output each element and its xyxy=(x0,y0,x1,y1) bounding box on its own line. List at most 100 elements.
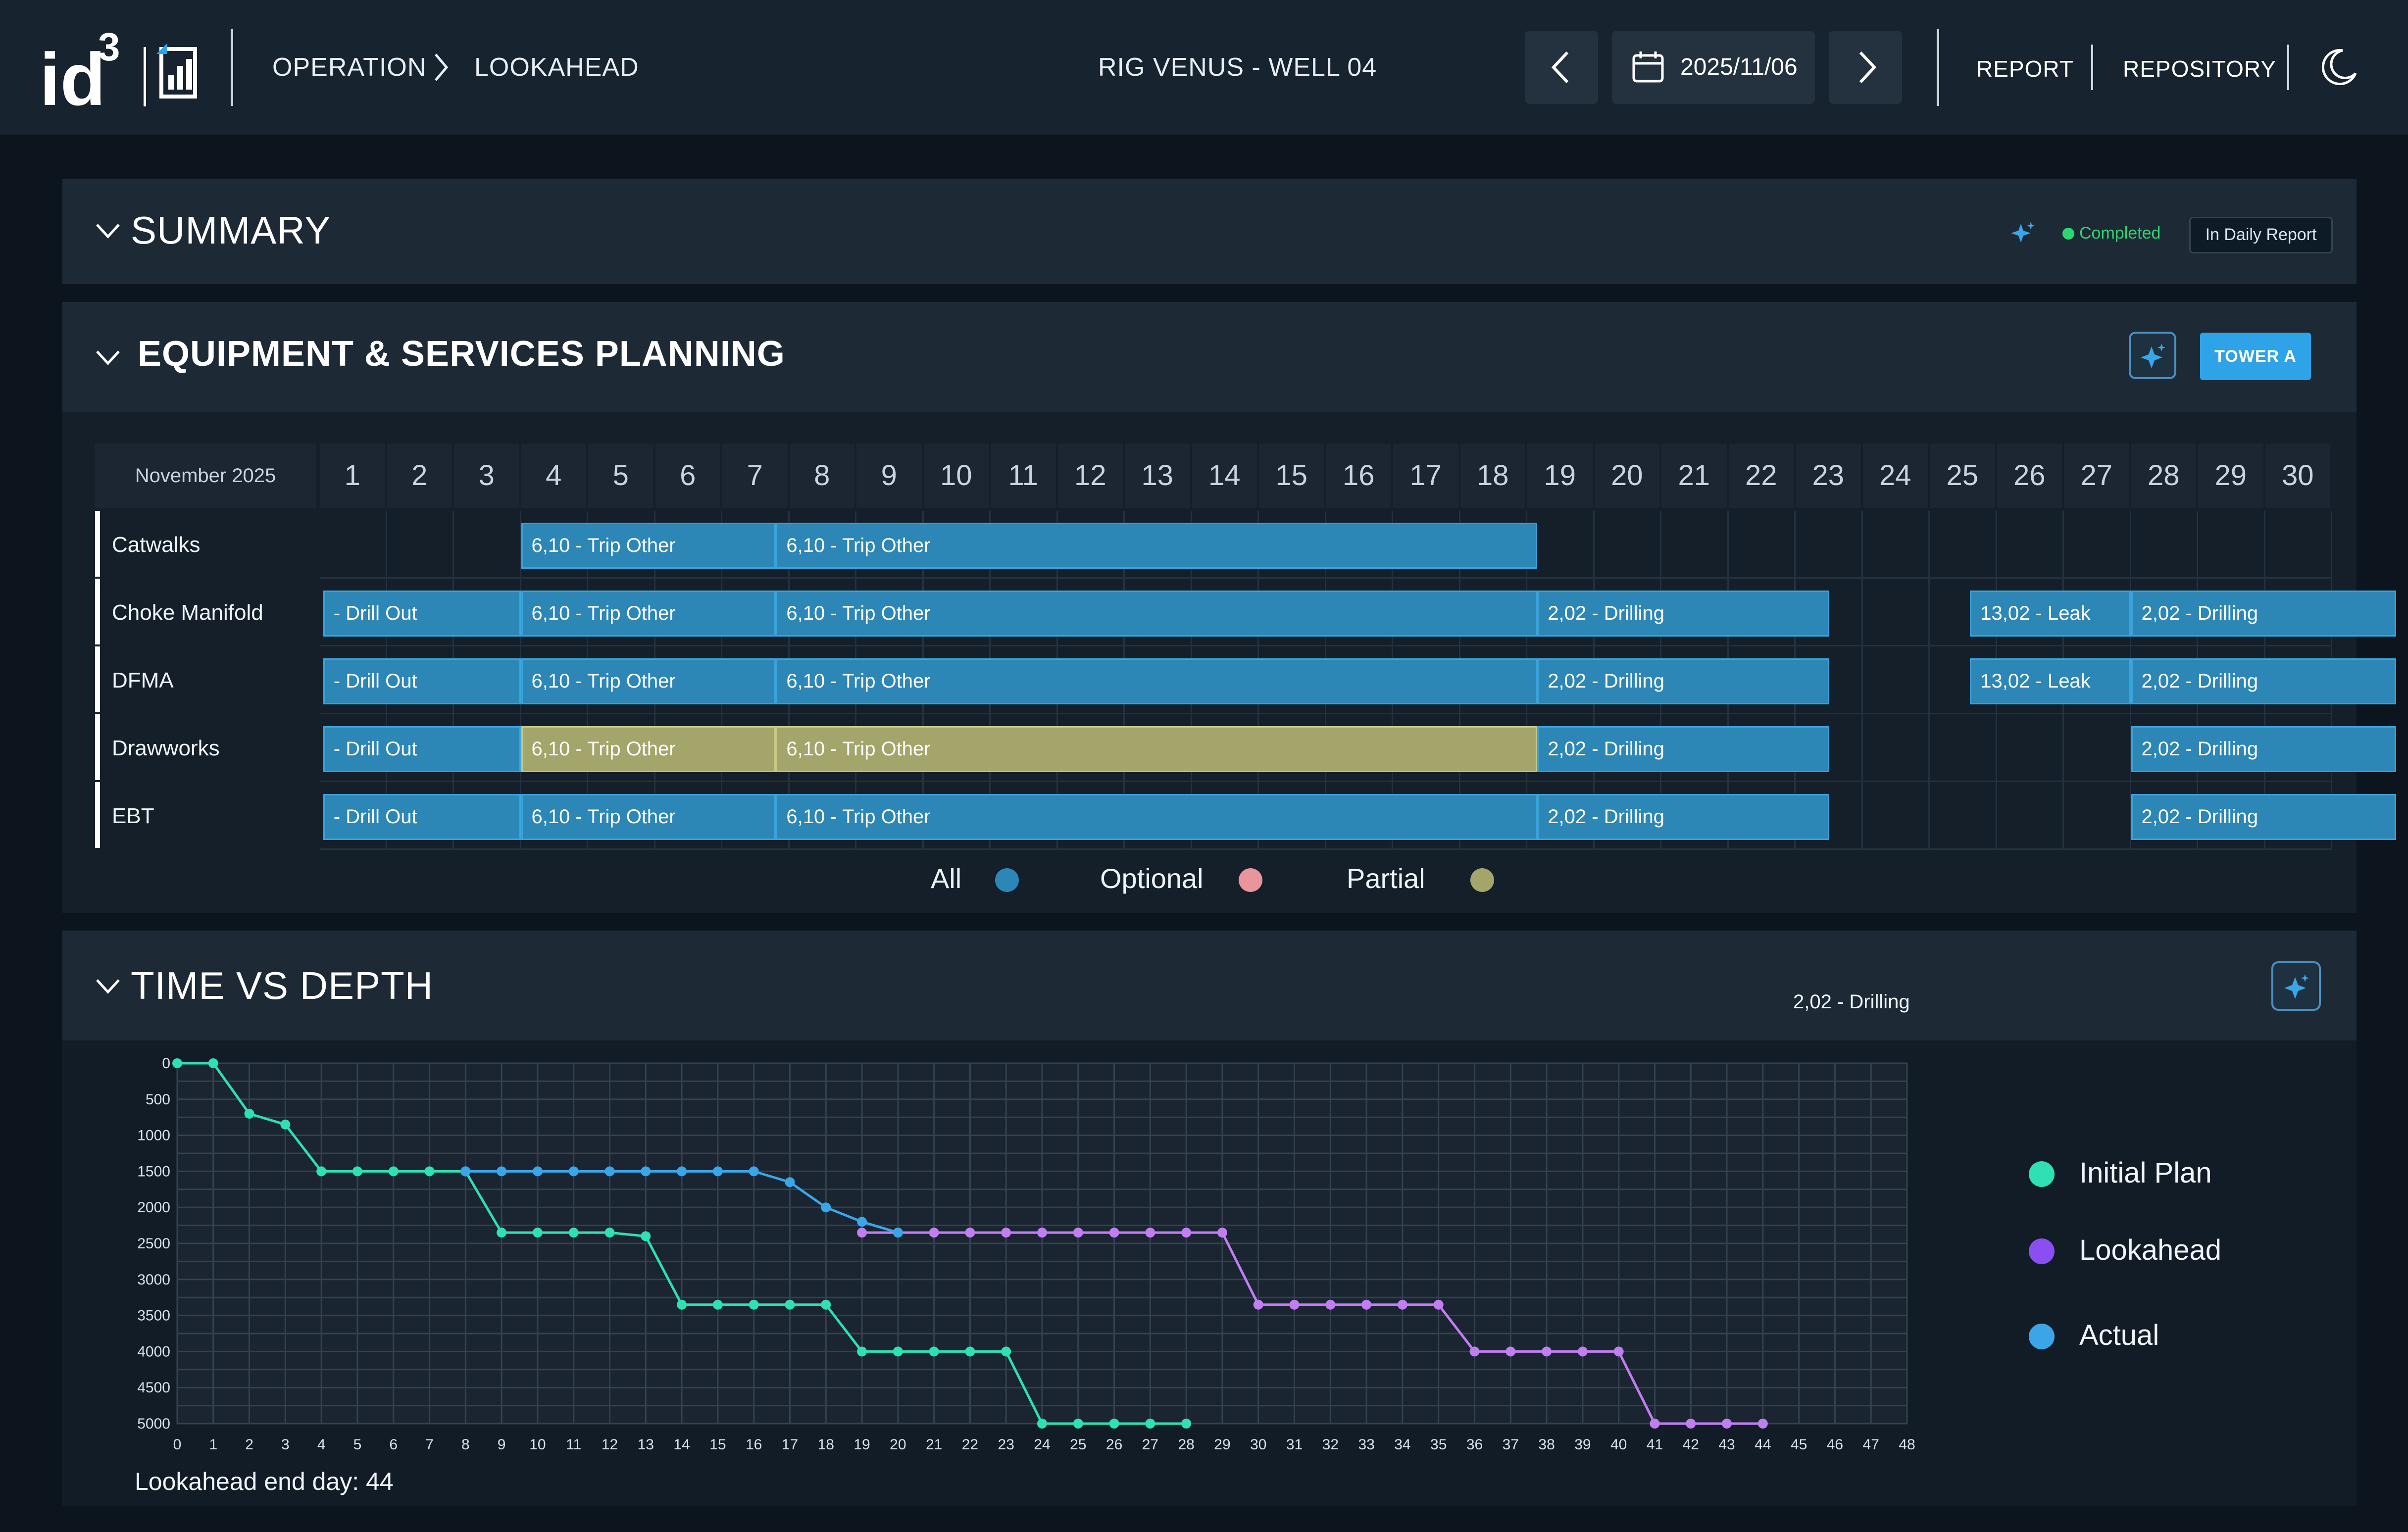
data-point[interactable] xyxy=(1217,1228,1227,1238)
gantt-cell[interactable] xyxy=(1862,511,1930,579)
data-point[interactable] xyxy=(1253,1299,1263,1310)
data-point[interactable] xyxy=(1469,1346,1480,1357)
gantt-cell[interactable] xyxy=(2064,782,2131,850)
data-point[interactable] xyxy=(857,1346,867,1357)
gantt-cell[interactable] xyxy=(1862,579,1930,646)
data-point[interactable] xyxy=(1181,1419,1192,1429)
tower-selector-button[interactable]: TOWER A xyxy=(2200,333,2311,380)
gantt-cell[interactable] xyxy=(1997,714,2064,782)
gantt-cell[interactable] xyxy=(1862,646,1930,714)
data-point[interactable] xyxy=(749,1299,759,1310)
gantt-cell[interactable] xyxy=(1796,579,1863,646)
gantt-activity-bar[interactable]: 13,02 - Leak xyxy=(1970,591,2131,637)
data-point[interactable] xyxy=(352,1166,362,1177)
data-point[interactable] xyxy=(1109,1228,1119,1238)
gantt-activity-bar[interactable]: - Drill Out xyxy=(323,591,521,637)
gantt-activity-bar[interactable]: 2,02 - Drilling xyxy=(2131,794,2396,840)
report-link[interactable]: REPORT xyxy=(1976,56,2074,82)
gantt-cell[interactable] xyxy=(454,511,521,579)
ai-assist-button[interactable] xyxy=(2129,332,2176,379)
gantt-activity-bar[interactable]: 6,10 - Trip Other xyxy=(521,794,776,840)
data-point[interactable] xyxy=(1001,1228,1011,1238)
data-point[interactable] xyxy=(1001,1346,1011,1357)
data-point[interactable] xyxy=(1686,1419,1696,1429)
gantt-activity-bar[interactable]: 6,10 - Trip Other xyxy=(776,523,1538,569)
time-depth-chart[interactable]: 0 1 2 3 4 5 6 7 8 9 10 11 12 13 14 15 16 17 18 19 20 21 22 23 24… xyxy=(62,1040,1993,1461)
data-point[interactable] xyxy=(1037,1228,1047,1238)
data-point[interactable] xyxy=(929,1228,939,1238)
gantt-cell[interactable] xyxy=(1661,511,1729,579)
data-point[interactable] xyxy=(1505,1346,1516,1357)
data-point[interactable] xyxy=(497,1228,507,1238)
data-point[interactable] xyxy=(1361,1299,1372,1310)
data-point[interactable] xyxy=(641,1166,651,1177)
gantt-activity-bar[interactable]: 6,10 - Trip Other xyxy=(521,726,776,772)
repository-link[interactable]: REPOSITORY xyxy=(2123,56,2276,82)
data-point[interactable] xyxy=(785,1177,795,1187)
data-point[interactable] xyxy=(821,1299,831,1310)
gantt-activity-bar[interactable]: 6,10 - Trip Other xyxy=(776,591,1538,637)
gantt-cell[interactable] xyxy=(2064,511,2131,579)
data-point[interactable] xyxy=(460,1166,471,1177)
data-point[interactable] xyxy=(1577,1346,1588,1357)
data-point[interactable] xyxy=(1073,1419,1083,1429)
gantt-activity-bar[interactable]: 6,10 - Trip Other xyxy=(776,794,1538,840)
gantt-activity-bar[interactable]: 2,02 - Drilling xyxy=(2131,591,2396,637)
data-point[interactable] xyxy=(1722,1419,1732,1429)
breadcrumb-lookahead[interactable]: LOOKAHEAD xyxy=(474,53,639,82)
data-point[interactable] xyxy=(1109,1419,1119,1429)
gantt-activity-bar[interactable]: - Drill Out xyxy=(323,726,521,772)
data-point[interactable] xyxy=(1037,1419,1047,1429)
gantt-cell[interactable] xyxy=(1594,511,1661,579)
data-point[interactable] xyxy=(604,1166,615,1177)
gantt-cell[interactable] xyxy=(1930,714,1997,782)
dark-mode-toggle-icon[interactable] xyxy=(2319,48,2358,87)
gantt-activity-bar[interactable]: 2,02 - Drilling xyxy=(2131,658,2396,704)
gantt-activity-bar[interactable]: 2,02 - Drilling xyxy=(1537,591,1829,637)
gantt-cell[interactable] xyxy=(387,511,454,579)
gantt-activity-bar[interactable]: 2,02 - Drilling xyxy=(1537,658,1829,704)
data-point[interactable] xyxy=(857,1217,867,1227)
data-point[interactable] xyxy=(1073,1228,1083,1238)
gantt-cell[interactable] xyxy=(2198,511,2265,579)
gantt-activity-bar[interactable]: 6,10 - Trip Other xyxy=(521,591,776,637)
gantt-activity-bar[interactable]: 6,10 - Trip Other xyxy=(776,726,1538,772)
gantt-activity-bar[interactable]: 2,02 - Drilling xyxy=(1537,794,1829,840)
gantt-cell[interactable] xyxy=(2131,511,2198,579)
data-point[interactable] xyxy=(1613,1346,1624,1357)
gantt-activity-bar[interactable]: - Drill Out xyxy=(323,658,521,704)
data-point[interactable] xyxy=(388,1166,399,1177)
gantt-activity-bar[interactable]: - Drill Out xyxy=(323,794,521,840)
gantt-cell[interactable] xyxy=(1930,782,1997,850)
gantt-cell[interactable] xyxy=(320,511,387,579)
data-point[interactable] xyxy=(497,1166,507,1177)
data-point[interactable] xyxy=(965,1346,975,1357)
data-point[interactable] xyxy=(1397,1299,1407,1310)
data-point[interactable] xyxy=(1542,1346,1552,1357)
ai-assist-button[interactable] xyxy=(2271,961,2321,1011)
chevron-down-icon[interactable] xyxy=(95,222,121,240)
gantt-cell[interactable] xyxy=(1796,646,1863,714)
data-point[interactable] xyxy=(244,1108,254,1119)
gantt-activity-bar[interactable]: 13,02 - Leak xyxy=(1970,658,2131,704)
prev-date-button[interactable] xyxy=(1525,31,1598,104)
gantt-activity-bar[interactable]: 2,02 - Drilling xyxy=(1537,726,1829,772)
gantt-cell[interactable] xyxy=(1728,511,1796,579)
data-point[interactable] xyxy=(172,1058,182,1068)
data-point[interactable] xyxy=(1757,1419,1768,1429)
data-point[interactable] xyxy=(893,1346,903,1357)
data-point[interactable] xyxy=(1145,1228,1155,1238)
data-point[interactable] xyxy=(1289,1299,1300,1310)
gantt-cell[interactable] xyxy=(1930,511,1997,579)
gantt-cell[interactable] xyxy=(1796,511,1863,579)
data-point[interactable] xyxy=(1650,1419,1660,1429)
data-point[interactable] xyxy=(712,1299,723,1310)
next-date-button[interactable] xyxy=(1829,31,1902,104)
gantt-cell[interactable] xyxy=(1862,714,1930,782)
data-point[interactable] xyxy=(604,1228,615,1238)
breadcrumb-operation[interactable]: OPERATION xyxy=(272,53,427,82)
data-point[interactable] xyxy=(1181,1228,1192,1238)
data-point[interactable] xyxy=(677,1166,687,1177)
gantt-cell[interactable] xyxy=(1862,782,1930,850)
data-point[interactable] xyxy=(280,1119,291,1130)
